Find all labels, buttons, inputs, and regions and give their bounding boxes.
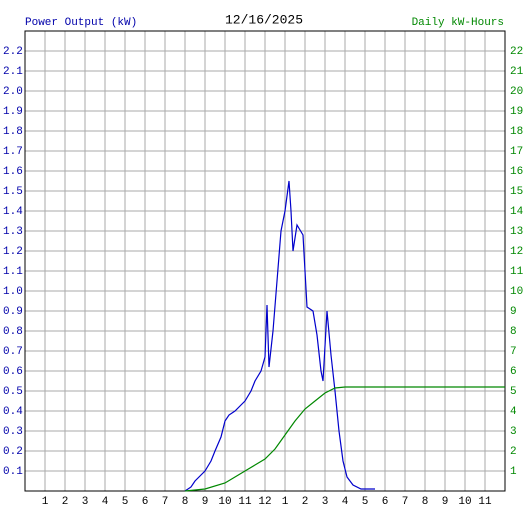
x-tick-label: 2 (302, 496, 309, 508)
y-tick-label: 1.0 (3, 286, 23, 298)
y2-tick-label: 6 (510, 366, 517, 378)
y2-tick-label: 17 (510, 146, 523, 158)
y-tick-label: 1.8 (3, 126, 23, 138)
y-tick-label: 1.1 (3, 266, 23, 278)
x-tick-label: 11 (238, 496, 252, 508)
x-tick-label: 8 (182, 496, 189, 508)
y2-tick-label: 15 (510, 186, 523, 198)
y-tick-label: 1.6 (3, 166, 23, 178)
y-tick-label: 1.2 (3, 246, 23, 258)
y2-tick-label: 8 (510, 326, 517, 338)
x-tick-label: 1 (42, 496, 49, 508)
x-tick-label: 5 (362, 496, 369, 508)
x-tick-label: 3 (82, 496, 89, 508)
series-line (184, 386, 505, 492)
y2-tick-label: 1 (510, 466, 517, 478)
y2-tick-label: 12 (510, 246, 523, 258)
y2-tick-label: 10 (510, 286, 523, 298)
y2-tick-label: 3 (510, 426, 517, 438)
y-tick-label: 0.4 (3, 406, 23, 418)
x-tick-label: 1 (282, 496, 289, 508)
y2-tick-label: 20 (510, 86, 523, 98)
x-tick-label: 3 (322, 496, 329, 508)
x-tick-label: 7 (402, 496, 409, 508)
x-tick-label: 9 (202, 496, 209, 508)
y-tick-label: 2.1 (3, 66, 23, 78)
y2-tick-label: 5 (510, 386, 517, 398)
x-tick-label: 4 (102, 496, 109, 508)
y-tick-label: 1.7 (3, 146, 23, 158)
x-tick-label: 2 (62, 496, 69, 508)
y2-tick-label: 4 (510, 406, 517, 418)
x-tick-label: 10 (458, 496, 471, 508)
y-tick-label: 1.4 (3, 206, 23, 218)
x-tick-label: 5 (122, 496, 129, 508)
y2-tick-label: 18 (510, 126, 523, 138)
y2-tick-label: 22 (510, 46, 523, 58)
y-tick-label: 0.9 (3, 306, 23, 318)
y2-tick-label: 9 (510, 306, 517, 318)
y-tick-label: 0.3 (3, 426, 23, 438)
y-tick-label: 0.7 (3, 346, 23, 358)
y2-tick-label: 7 (510, 346, 517, 358)
y-tick-label: 1.9 (3, 106, 23, 118)
y-tick-label: 0.5 (3, 386, 23, 398)
x-tick-label: 10 (218, 496, 231, 508)
y2-tick-label: 14 (510, 206, 524, 218)
y-tick-label: 2.2 (3, 46, 23, 58)
x-tick-label: 7 (162, 496, 169, 508)
y2-tick-label: 13 (510, 226, 523, 238)
y-tick-label: 0.6 (3, 366, 23, 378)
y2-tick-label: 21 (510, 66, 524, 78)
series-line (184, 180, 375, 492)
y-tick-label: 2.0 (3, 86, 23, 98)
y2-axis-label: Daily kW-Hours (412, 17, 504, 29)
x-tick-label: 9 (442, 496, 449, 508)
y-tick-label: 1.3 (3, 226, 23, 238)
y2-tick-label: 11 (510, 266, 524, 278)
y-tick-label: 0.8 (3, 326, 23, 338)
y-tick-label: 1.5 (3, 186, 23, 198)
x-tick-label: 6 (142, 496, 149, 508)
chart-title: 12/16/2025 (225, 12, 303, 27)
x-tick-label: 4 (342, 496, 349, 508)
y-tick-label: 0.2 (3, 446, 23, 458)
y2-tick-label: 19 (510, 106, 523, 118)
plot-border (24, 30, 506, 492)
x-tick-label: 6 (382, 496, 389, 508)
y-tick-label: 0.1 (3, 466, 23, 478)
y2-tick-label: 16 (510, 166, 523, 178)
x-tick-label: 11 (478, 496, 492, 508)
y2-tick-label: 2 (510, 446, 517, 458)
x-tick-label: 12 (258, 496, 271, 508)
x-tick-label: 8 (422, 496, 429, 508)
y-axis-label: Power Output (kW) (25, 17, 137, 29)
